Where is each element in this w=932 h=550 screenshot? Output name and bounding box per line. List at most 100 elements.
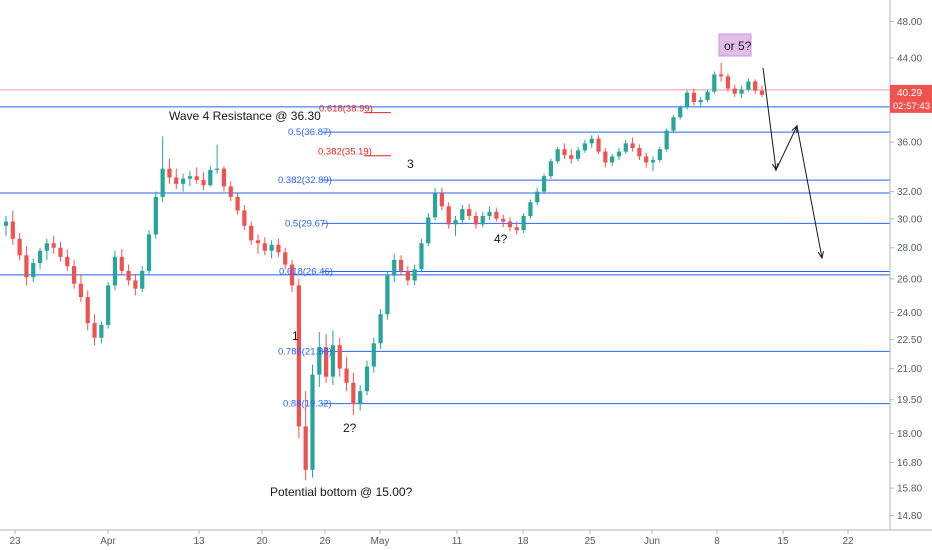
candle [65, 249, 70, 271]
candle [119, 249, 124, 276]
candle [201, 172, 206, 191]
y-tick-label: 48.00 [897, 17, 922, 28]
candle [31, 258, 36, 283]
candle [235, 192, 240, 215]
y-tick-label: 15.80 [897, 484, 922, 495]
arrow-head [791, 124, 798, 134]
candle [283, 247, 288, 270]
candle [344, 356, 349, 392]
wave2-label: 2? [343, 421, 357, 435]
candle [603, 148, 608, 168]
projection-path [762, 67, 823, 259]
candle [725, 73, 731, 92]
candle [249, 221, 254, 245]
y-tick-label: 44.00 [897, 53, 922, 64]
price-tag [890, 84, 932, 113]
candle [269, 240, 274, 259]
candle [630, 137, 635, 152]
x-tick-label: 8 [714, 536, 720, 547]
annotations: Wave 4 Resistance @ 36.30 Potential bott… [169, 33, 752, 499]
candle [296, 278, 301, 439]
candle [364, 360, 370, 396]
candle [446, 202, 451, 229]
candle [351, 372, 356, 416]
candle [432, 187, 438, 221]
candle [337, 337, 342, 377]
candle [405, 266, 410, 286]
fib-level-label: 0.618(38.99) [319, 104, 373, 115]
candle [501, 214, 506, 228]
x-tick-label: 13 [193, 536, 205, 547]
candle [705, 89, 710, 103]
candle [521, 213, 526, 233]
x-axis[interactable]: 23 Apr 13 20 26 May 11 18 25 Jun 8 15 22 [0, 529, 932, 550]
candle [753, 79, 758, 94]
horizontal-lines [0, 106, 890, 405]
wave3-label: 3 [407, 157, 414, 171]
y-tick-label: 22.50 [897, 335, 922, 346]
fib-level-label: 0.618(26.46) [279, 267, 333, 278]
wave5-label: or 5? [724, 39, 752, 53]
x-tick-label: 23 [9, 536, 21, 547]
candle [644, 152, 649, 168]
candle [58, 241, 63, 262]
candle [126, 264, 131, 286]
candle [732, 84, 737, 97]
fib-level-label: 0.5(36.87) [288, 127, 331, 138]
candle [637, 144, 642, 161]
candle [330, 330, 336, 385]
candle [289, 259, 295, 292]
candlesticks [3, 62, 765, 481]
y-tick-label: 32.00 [897, 187, 922, 198]
y-axis[interactable]: 48.0044.0040.0036.0032.0030.0028.0026.00… [889, 0, 932, 550]
price-tag-timer: 02:57:43 [893, 101, 930, 112]
candle [623, 139, 628, 155]
candle [10, 210, 15, 245]
candle [358, 384, 363, 411]
candle [698, 96, 703, 108]
y-tick-label: 19.50 [897, 395, 922, 406]
candle [691, 88, 697, 106]
candle [208, 166, 213, 187]
y-tick-label: 30.00 [897, 214, 922, 225]
candle [37, 247, 43, 270]
candle [392, 253, 397, 283]
candle [215, 144, 220, 174]
candle [24, 246, 29, 286]
y-tick-label: 36.00 [897, 138, 922, 149]
candle [412, 264, 417, 286]
candle [160, 136, 165, 203]
candle [180, 173, 186, 192]
candle [575, 146, 581, 162]
candle [712, 71, 717, 94]
candle [303, 391, 308, 481]
price-tag-value: 40.29 [897, 88, 922, 99]
candle [51, 235, 56, 254]
y-tick-label: 16.80 [897, 458, 922, 469]
candle [221, 166, 227, 192]
candle [664, 128, 669, 152]
candle [541, 173, 547, 195]
candle [467, 203, 472, 221]
candle [657, 146, 662, 163]
candle [426, 213, 431, 247]
candle [528, 199, 533, 219]
candle [255, 234, 261, 254]
candle [548, 158, 553, 179]
y-tick-label: 26.00 [897, 274, 922, 285]
candle [746, 78, 751, 92]
y-tick-label: 14.80 [897, 511, 922, 522]
candle [460, 204, 465, 225]
x-tick-label: Apr [100, 536, 116, 547]
potential-bottom-label: Potential bottom @ 15.00? [270, 485, 413, 499]
projection-arrows [762, 67, 824, 260]
fib-labels: 0.618(38.99) 0.5(36.87) 0.382(35.19) 0.382(… [278, 104, 391, 410]
candle [616, 148, 622, 161]
x-tick-label: May [371, 536, 390, 547]
candle [371, 337, 376, 373]
fib-level-label: 0.382(32.89) [278, 175, 332, 186]
candle [453, 215, 458, 236]
candle [473, 211, 479, 229]
fib-level-label: 0.382(35.19) [318, 147, 372, 158]
